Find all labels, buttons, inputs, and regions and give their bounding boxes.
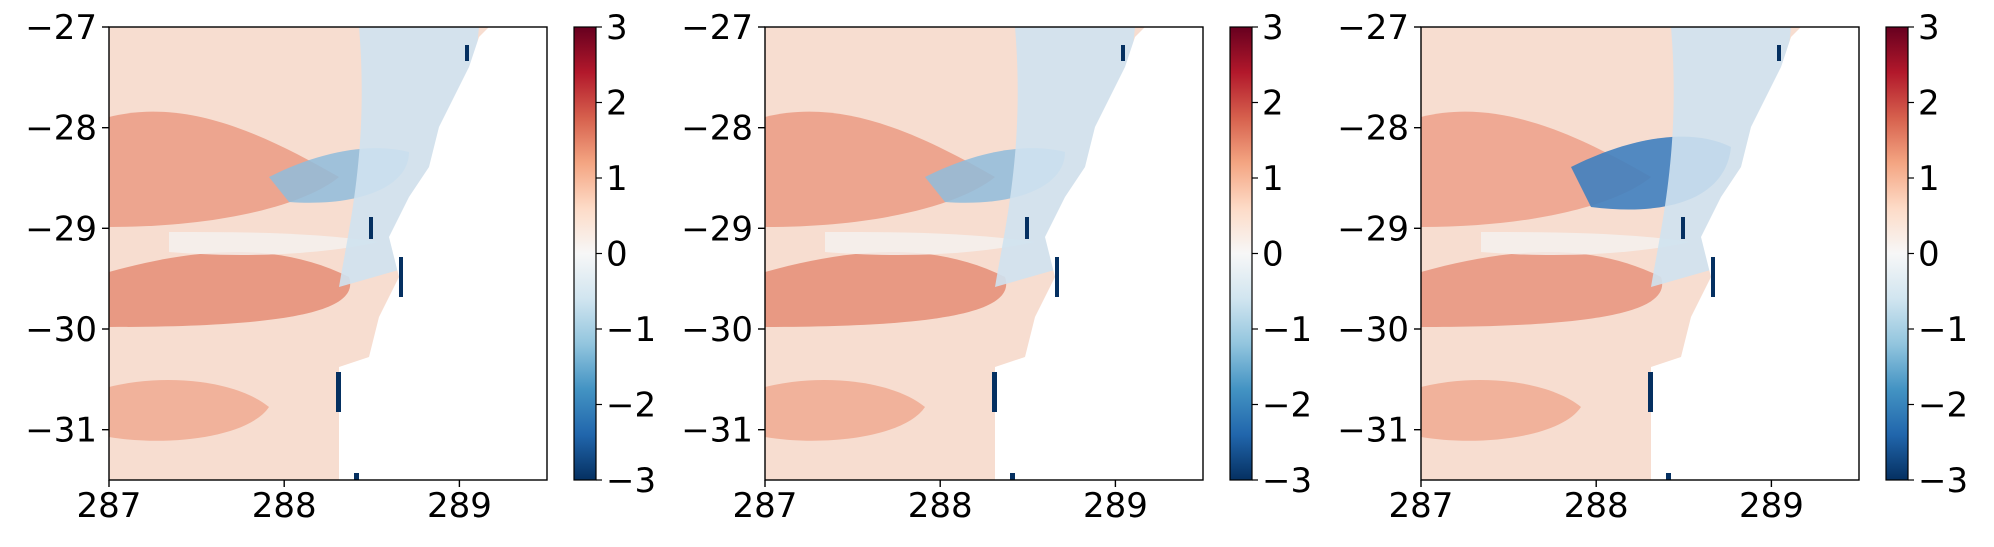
coast-pixel xyxy=(1666,473,1671,480)
land-mask xyxy=(995,27,1203,480)
y-tick-label: −28 xyxy=(1337,109,1409,149)
y-tick-label: −28 xyxy=(25,109,97,149)
heatmap-field xyxy=(1421,27,1859,480)
y-axis: −27 −28 −29 −30 −31 xyxy=(681,8,765,451)
x-tick-label: 289 xyxy=(1083,486,1148,526)
warm-band-middle xyxy=(1421,252,1663,327)
coast-pixel xyxy=(1777,45,1781,61)
colorbar-tick-label: −1 xyxy=(1918,310,1968,350)
y-tick-label: −30 xyxy=(25,310,97,350)
coast-pixel xyxy=(336,372,341,412)
y-axis: −27 −28 −29 −30 −31 xyxy=(1337,8,1421,451)
heatmap-panel-3: 287 288 289 −27 −28 −29 −30 −31 3 2 xyxy=(1337,8,1968,526)
y-tick-label: −31 xyxy=(681,411,753,451)
coast-pixel xyxy=(992,372,997,412)
colorbar-tick-label: 0 xyxy=(606,235,628,275)
x-tick-label: 288 xyxy=(252,486,317,526)
heatmap-field xyxy=(109,27,547,480)
y-tick-label: −28 xyxy=(681,109,753,149)
coast-pixel xyxy=(1010,473,1015,480)
pale-streak xyxy=(169,232,379,255)
coast-pixel xyxy=(1025,217,1029,239)
colorbar-tick-label: 2 xyxy=(1918,84,1940,124)
coast-pixel xyxy=(1055,257,1059,297)
y-tick-label: −29 xyxy=(1337,209,1409,249)
coast-pixel xyxy=(1711,257,1715,297)
colorbar-gradient xyxy=(573,26,597,481)
coast-pixel xyxy=(1681,217,1685,239)
colorbar-tick-label: −2 xyxy=(1918,386,1968,426)
y-tick-label: −27 xyxy=(1337,8,1409,48)
colorbar-gradient xyxy=(1229,26,1253,481)
y-tick-label: −29 xyxy=(681,209,753,249)
heatmap-panel-2: 287 288 289 −27 −28 −29 −30 −31 3 2 xyxy=(681,8,1312,526)
heatmap-panel-1: 287 288 289 −27 −28 −29 −30 −31 3 2 xyxy=(25,8,656,526)
coast-pixel xyxy=(399,257,403,297)
coast-pixel xyxy=(465,45,469,61)
coast-pixel xyxy=(1648,372,1653,412)
x-tick-label: 289 xyxy=(1739,486,1804,526)
colorbar: 3 2 1 0 −1 −2 −3 xyxy=(1229,8,1312,501)
axes-frame xyxy=(764,26,1204,481)
y-tick-label: −31 xyxy=(1337,411,1409,451)
colorbar-tick-label: 3 xyxy=(606,8,628,48)
pale-streak xyxy=(825,232,1035,255)
heatmap-field xyxy=(765,27,1203,480)
land-mask xyxy=(1651,27,1859,480)
colorbar-tick-label: −3 xyxy=(606,461,656,501)
warm-blob-south xyxy=(765,379,925,441)
y-tick-label: −30 xyxy=(1337,310,1409,350)
x-tick-label: 287 xyxy=(733,486,798,526)
axes-frame xyxy=(1420,26,1860,481)
y-tick-label: −27 xyxy=(25,8,97,48)
colorbar-tick-label: 0 xyxy=(1262,235,1284,275)
colorbar-tick-label: 3 xyxy=(1918,8,1940,48)
coast-pixel xyxy=(1121,45,1125,61)
colorbar-tick-label: −3 xyxy=(1918,461,1968,501)
x-tick-label: 287 xyxy=(77,486,142,526)
colorbar-tick-label: 0 xyxy=(1918,235,1940,275)
x-tick-label: 288 xyxy=(1564,486,1629,526)
colorbar-tick-label: −2 xyxy=(1262,386,1312,426)
colorbar-tick-label: 2 xyxy=(1262,84,1284,124)
warm-band-north xyxy=(109,111,339,227)
x-tick-label: 287 xyxy=(1389,486,1454,526)
pale-streak xyxy=(1481,232,1691,255)
coast-pixel xyxy=(354,473,359,480)
y-tick-label: −31 xyxy=(25,411,97,451)
axes-frame xyxy=(108,26,548,481)
warm-band-middle xyxy=(765,252,1007,327)
warm-band-middle xyxy=(109,252,351,327)
colorbar-tick-label: 1 xyxy=(606,159,628,199)
warm-band-north xyxy=(765,111,995,227)
colorbar-gradient xyxy=(1885,26,1909,481)
y-tick-label: −27 xyxy=(681,8,753,48)
x-tick-label: 289 xyxy=(427,486,492,526)
colorbar-tick-label: 1 xyxy=(1262,159,1284,199)
colorbar: 3 2 1 0 −1 −2 −3 xyxy=(573,8,656,501)
colorbar-tick-label: −2 xyxy=(606,386,656,426)
colorbar-tick-label: 1 xyxy=(1918,159,1940,199)
y-tick-label: −30 xyxy=(681,310,753,350)
land-mask xyxy=(339,27,547,480)
y-tick-label: −29 xyxy=(25,209,97,249)
colorbar-tick-label: −1 xyxy=(1262,310,1312,350)
colorbar-tick-label: −1 xyxy=(606,310,656,350)
warm-blob-south xyxy=(109,379,269,441)
x-tick-label: 288 xyxy=(908,486,973,526)
colorbar-tick-label: −3 xyxy=(1262,461,1312,501)
x-axis: 287 288 289 xyxy=(1389,480,1804,526)
colorbar-tick-label: 2 xyxy=(606,84,628,124)
x-axis: 287 288 289 xyxy=(77,480,492,526)
colorbar: 3 2 1 0 −1 −2 −3 xyxy=(1885,8,1968,501)
x-axis: 287 288 289 xyxy=(733,480,1148,526)
colorbar-tick-label: 3 xyxy=(1262,8,1284,48)
y-axis: −27 −28 −29 −30 −31 xyxy=(25,8,109,451)
warm-blob-south xyxy=(1421,379,1581,441)
coast-pixel xyxy=(369,217,373,239)
